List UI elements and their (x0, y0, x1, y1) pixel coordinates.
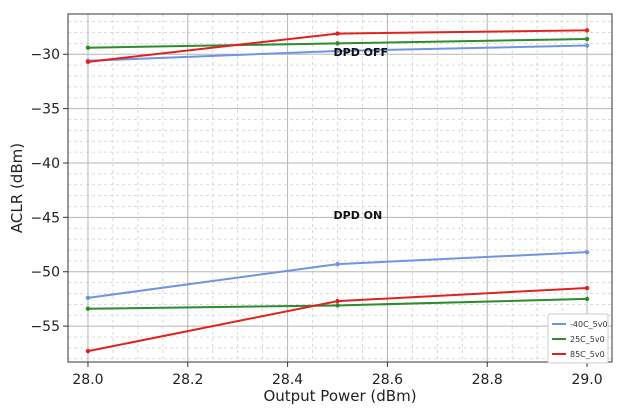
data-point (85, 295, 91, 301)
x-tick-label: 28.2 (172, 372, 203, 388)
data-point (584, 285, 590, 291)
y-tick-label: −40 (30, 156, 60, 172)
data-point (584, 249, 590, 255)
y-tick-label: −45 (30, 210, 60, 226)
legend-label: 25C_5v0 (570, 335, 605, 344)
x-tick-label: 28.8 (472, 372, 503, 388)
data-point (584, 296, 590, 302)
y-tick-label: −35 (30, 102, 60, 118)
data-point (335, 48, 340, 54)
data-point (584, 43, 590, 48)
legend-label: 85C_5v0 (570, 350, 605, 359)
y-tick-label: −30 (30, 47, 60, 63)
legend-label: -40C_5v0 (570, 320, 608, 329)
data-point (85, 348, 91, 354)
x-tick-label: 28.0 (72, 372, 103, 388)
y-tick-label: −55 (30, 319, 60, 335)
data-point (335, 261, 340, 267)
series-layer (85, 28, 590, 354)
x-tick-label: 28.4 (272, 372, 303, 388)
plot-frame (67, 13, 613, 363)
annotation-label: DPD ON (334, 209, 383, 222)
data-point (335, 298, 340, 304)
x-axis-label: Output Power (dBm) (263, 387, 416, 405)
data-point (335, 303, 340, 308)
data-point (584, 28, 590, 33)
data-point (85, 45, 91, 50)
tick-layer: 28.0 28.2 28.4 28.6 28.8 29.0 −55 −50 −45 −40 −35 −… (30, 47, 602, 388)
y-axis-label: ACLR (dBm) (8, 143, 26, 233)
data-point (85, 59, 91, 65)
x-tick-label: 28.6 (372, 372, 403, 388)
data-point (584, 36, 590, 42)
y-tick-label: −50 (30, 265, 60, 281)
annotation-label: DPD OFF (334, 46, 389, 59)
legend-box (547, 313, 609, 364)
data-point (335, 41, 340, 46)
plot-area (68, 14, 612, 362)
annotation-layer: DPD OFF DPD ON (334, 46, 389, 222)
legend: -40C_5v0 25C_5v0 85C_5v0 (547, 313, 609, 364)
data-point (335, 31, 340, 36)
data-point (85, 306, 91, 311)
x-tick-label: 29.0 (571, 372, 602, 388)
